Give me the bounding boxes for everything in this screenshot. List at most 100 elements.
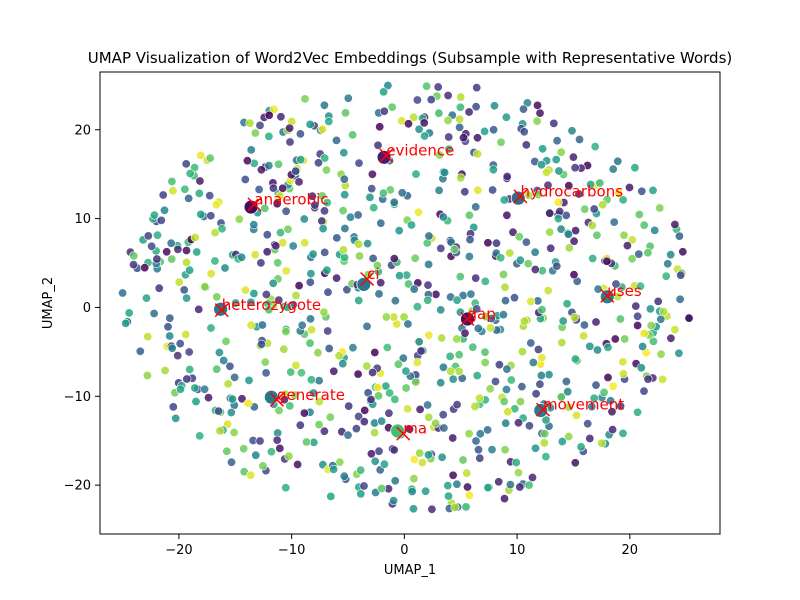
data-point — [661, 271, 671, 281]
data-point — [313, 348, 323, 358]
data-point — [502, 172, 512, 182]
data-point — [317, 191, 327, 201]
data-point — [599, 387, 609, 397]
data-point — [274, 295, 284, 305]
data-point — [526, 338, 536, 348]
data-point — [483, 238, 493, 248]
data-point — [192, 247, 202, 257]
data-point — [308, 388, 318, 398]
data-point — [221, 336, 231, 346]
data-point — [436, 243, 446, 253]
data-point — [370, 347, 380, 357]
data-point — [513, 468, 523, 478]
data-point — [616, 401, 626, 411]
data-point — [404, 279, 414, 289]
data-point — [458, 133, 468, 143]
data-point — [498, 269, 508, 279]
data-point — [401, 366, 411, 376]
data-point — [257, 320, 267, 330]
data-point — [206, 269, 216, 279]
x-marker-evidence — [379, 148, 394, 163]
x-marker-gap — [460, 311, 475, 327]
data-point — [135, 346, 145, 356]
data-point — [531, 389, 541, 399]
data-point — [335, 457, 345, 467]
data-point — [266, 447, 276, 457]
data-point — [618, 195, 628, 205]
data-point — [524, 480, 534, 490]
plot-frame — [99, 71, 721, 535]
data-point — [452, 295, 462, 305]
data-point — [319, 426, 329, 436]
data-point — [118, 288, 128, 298]
data-point — [329, 464, 339, 474]
data-point — [348, 130, 358, 140]
data-point — [473, 149, 483, 159]
data-point — [455, 102, 465, 112]
data-point — [281, 483, 291, 493]
data-point — [606, 396, 616, 406]
data-point — [171, 413, 181, 423]
data-point — [423, 295, 433, 305]
data-point — [398, 353, 408, 363]
word-label: heterozygote — [222, 296, 321, 314]
data-point — [437, 333, 447, 343]
data-point — [246, 145, 256, 155]
data-point — [676, 270, 686, 280]
data-point — [544, 370, 554, 380]
data-point — [501, 418, 511, 428]
data-point — [488, 185, 498, 195]
data-point — [168, 186, 178, 196]
data-point — [332, 273, 342, 283]
data-point — [195, 431, 205, 441]
x-marker-anaerobic — [247, 197, 262, 212]
data-point — [519, 316, 529, 326]
data-point — [338, 359, 348, 369]
data-point — [399, 312, 409, 322]
word-label: hydrocarbons — [520, 182, 623, 200]
data-point — [354, 411, 364, 421]
data-point — [620, 334, 630, 344]
data-point — [460, 328, 470, 338]
data-point — [530, 247, 540, 257]
data-point — [454, 350, 464, 360]
data-point — [556, 147, 566, 157]
data-point — [523, 259, 533, 269]
data-point — [415, 404, 425, 414]
data-point — [630, 163, 640, 173]
data-point — [517, 347, 527, 357]
data-point — [374, 446, 384, 456]
data-point — [324, 343, 334, 353]
x-tick-label: 0 — [400, 543, 408, 558]
data-point — [246, 320, 256, 330]
data-point — [258, 461, 268, 471]
data-point — [354, 295, 364, 305]
data-point — [553, 197, 563, 207]
data-point — [406, 220, 416, 230]
data-point — [471, 273, 481, 283]
data-point — [408, 504, 418, 514]
data-point — [541, 415, 551, 425]
data-point — [225, 361, 235, 371]
data-point — [438, 410, 448, 420]
data-point — [590, 142, 600, 152]
data-point — [546, 243, 556, 253]
data-point — [200, 384, 210, 394]
data-point — [323, 287, 333, 297]
data-point — [475, 393, 485, 403]
data-point — [528, 357, 538, 367]
data-point — [324, 117, 334, 127]
data-point — [200, 282, 210, 292]
data-point — [483, 425, 493, 435]
word-label: gap — [467, 305, 495, 323]
data-point — [499, 195, 509, 205]
data-point — [421, 486, 431, 496]
data-point — [359, 481, 369, 491]
data-point — [448, 433, 458, 443]
data-point — [440, 168, 450, 178]
data-point — [639, 220, 649, 230]
data-point — [614, 188, 624, 198]
data-point — [618, 428, 628, 438]
data-point — [147, 241, 157, 251]
data-point — [299, 408, 309, 418]
